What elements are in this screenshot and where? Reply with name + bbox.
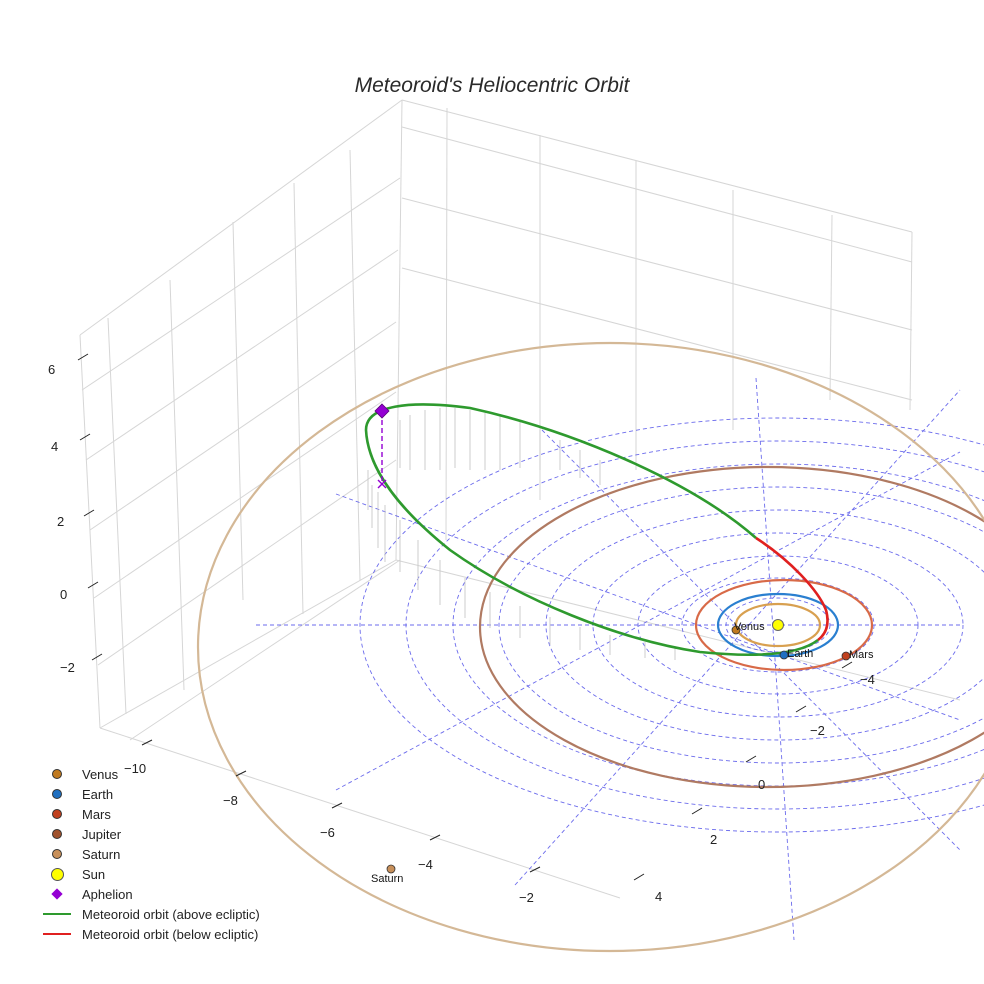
z-tick-label: 4	[51, 439, 58, 454]
chart-title: Meteoroid's Heliocentric Orbit	[354, 74, 630, 97]
x-tick-label: −6	[320, 825, 335, 840]
legend-item: Venus	[40, 764, 260, 784]
legend-symbol	[40, 764, 74, 784]
y-tick-label: −2	[810, 723, 825, 738]
legend-marker	[52, 769, 62, 779]
z-tick-label: 0	[60, 587, 67, 602]
y-axis: 4 2 0 −2 −4	[633, 661, 875, 904]
legend-label: Jupiter	[82, 826, 122, 842]
y-tick-label: 0	[758, 777, 765, 792]
legend-item: Mars	[40, 804, 260, 824]
saturn-label: Saturn	[371, 873, 403, 885]
legend-marker	[43, 933, 71, 935]
jupiter-orbit	[478, 465, 984, 789]
legend-label: Meteoroid orbit (above ecliptic)	[82, 906, 260, 922]
legend-item: Aphelion	[40, 884, 260, 904]
legend-marker	[52, 789, 62, 799]
meteoroid-orbit-below	[755, 536, 829, 642]
z-tick-label: 2	[57, 514, 64, 529]
aphelion-projection-x	[377, 479, 387, 489]
x-tick-label: −4	[418, 857, 433, 872]
box-edge	[79, 334, 101, 729]
bodies: Venus Earth Mars Saturn	[371, 619, 874, 885]
legend-symbol	[40, 924, 74, 944]
legend-marker	[50, 867, 64, 881]
x-tick-label: −8	[223, 793, 238, 808]
drop-lines	[367, 408, 676, 660]
venus-orbit	[734, 602, 822, 648]
legend-symbol	[40, 784, 74, 804]
y-tick-label: 4	[655, 889, 662, 904]
legend-item: Earth	[40, 784, 260, 804]
venus-label: Venus	[734, 621, 765, 633]
earth-label: Earth	[787, 648, 813, 660]
earth-marker	[779, 650, 789, 660]
meteoroid-orbit	[364, 403, 829, 656]
axes-box	[79, 99, 961, 899]
sun-marker	[772, 619, 784, 631]
legend-label: Saturn	[82, 846, 121, 862]
aphelion-diamond	[374, 403, 390, 419]
legend-item: Sun	[40, 864, 260, 884]
legend-symbol	[40, 864, 74, 884]
planet-orbits	[197, 341, 984, 953]
legend-label: Aphelion	[82, 886, 133, 902]
x-axis: −10 −8 −6 −4 −2	[124, 739, 541, 905]
legend-label: Venus	[82, 766, 119, 782]
saturn-orbit	[197, 341, 984, 953]
y-tick-label: −4	[860, 672, 875, 687]
legend-marker	[52, 809, 62, 819]
legend-marker	[43, 913, 71, 915]
legend-item: Jupiter	[40, 824, 260, 844]
aphelion-marker	[374, 403, 390, 489]
x-tick-label: −10	[124, 761, 146, 776]
legend-symbol	[40, 844, 74, 864]
z-tick-label: −2	[60, 660, 75, 675]
legend-label: Mars	[82, 806, 111, 822]
legend-label: Meteoroid orbit (below ecliptic)	[82, 926, 259, 942]
legend-symbol	[40, 904, 74, 924]
legend-label: Earth	[82, 786, 114, 802]
x-tick-label: −2	[519, 890, 534, 905]
meteoroid-orbit-above	[364, 403, 819, 656]
legend-symbol	[40, 884, 74, 904]
mars-orbit	[694, 578, 874, 672]
saturn-marker	[386, 864, 396, 874]
legend-marker	[51, 888, 63, 900]
earth-orbit	[716, 592, 840, 658]
mars-marker	[841, 651, 851, 661]
z-axis: 6 4 2 0 −2	[48, 353, 103, 675]
mars-label: Mars	[849, 649, 874, 661]
legend-item: Meteoroid orbit (above ecliptic)	[40, 904, 260, 924]
legend-symbol	[40, 824, 74, 844]
z-tick-label: 6	[48, 362, 55, 377]
legend-label: Sun	[82, 866, 106, 882]
legend-symbol	[40, 804, 74, 824]
legend-marker	[52, 829, 62, 839]
venus-marker	[731, 625, 741, 635]
legend-marker	[52, 849, 62, 859]
legend-item: Meteoroid orbit (below ecliptic)	[40, 924, 260, 944]
y-tick-label: 2	[710, 832, 717, 847]
legend-item: Saturn	[40, 844, 260, 864]
ecliptic-grid	[256, 377, 984, 941]
legend: Venus Earth Mars Jupiter Saturn Sun Aphelion Me…	[40, 764, 260, 944]
